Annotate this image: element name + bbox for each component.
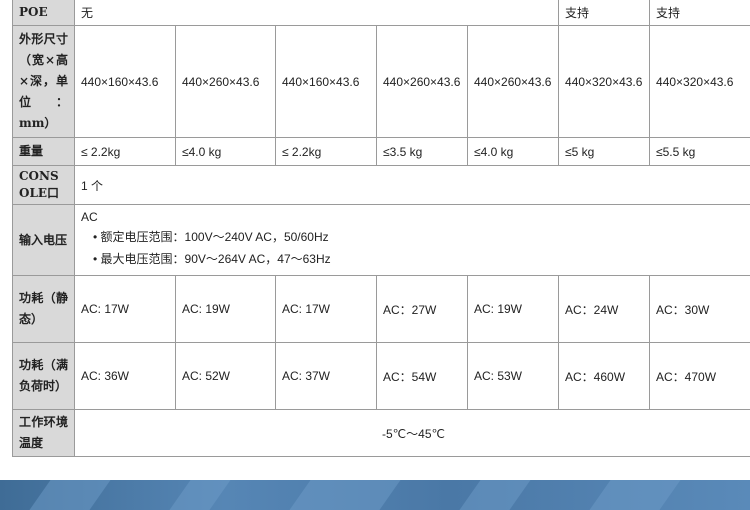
row-label: 功耗（满负荷时）: [12, 342, 75, 410]
cell: AC：30W: [649, 275, 750, 343]
list-item: 最大电压范围：90V～264V AC，47～63Hz: [93, 248, 746, 270]
cell: 1 个: [73, 165, 750, 205]
cell: 440×260×43.6: [175, 25, 276, 138]
cell: 440×320×43.6: [558, 25, 651, 138]
row-label: 输入电压: [12, 204, 75, 276]
voltage-list: 额定电压范围：100V～240V AC，50/60Hz 最大电压范围：90V～2…: [81, 226, 746, 270]
row-label: 重量: [12, 137, 75, 166]
row-input: 输入电压 AC 额定电压范围：100V～240V AC，50/60Hz 最大电压…: [12, 204, 750, 276]
row-label: CONSOLE口: [12, 165, 75, 205]
row-full-power: 功耗（满负荷时） AC: 36W AC: 52W AC: 37W AC：54W …: [12, 342, 750, 410]
cell: AC：27W: [376, 275, 468, 343]
cell: AC: 19W: [466, 275, 560, 343]
cell: AC：470W: [649, 342, 750, 410]
row-weight: 重量 ≤ 2.2kg ≤4.0 kg ≤ 2.2kg ≤3.5 kg ≤4.0 …: [12, 137, 750, 166]
cell: AC: 17W: [74, 275, 176, 343]
cell: AC：54W: [376, 342, 468, 410]
row-label: 功耗（静态）: [12, 275, 75, 343]
cell: ≤ 2.2kg: [275, 137, 377, 166]
list-item: 额定电压范围：100V～240V AC，50/60Hz: [93, 226, 746, 248]
cell: 支持: [558, 0, 651, 26]
row-console: CONSOLE口 1 个: [12, 165, 750, 205]
cell: ≤5 kg: [558, 137, 651, 166]
row-label: 工作环境温度: [12, 409, 75, 457]
row-temperature: 工作环境温度 -5℃～45℃: [12, 409, 750, 457]
cell: ≤4.0 kg: [466, 137, 560, 166]
footer-banner: [0, 480, 750, 510]
cell: AC: 53W: [466, 342, 560, 410]
cell: AC: 36W: [74, 342, 176, 410]
cell: 440×260×43.6: [376, 25, 468, 138]
row-label: POE: [12, 0, 75, 26]
cell: -5℃～45℃: [73, 409, 750, 457]
cell: ≤ 2.2kg: [74, 137, 176, 166]
cell: 440×160×43.6: [74, 25, 176, 138]
cell: AC: 37W: [275, 342, 377, 410]
row-label: 外形尺寸（宽×高×深，单位：mm）: [12, 25, 75, 138]
cell: AC：24W: [558, 275, 651, 343]
input-type: AC: [81, 210, 98, 224]
cell: 440×260×43.6: [466, 25, 560, 138]
cell: 440×160×43.6: [275, 25, 377, 138]
spec-table: POE 无 支持 支持 外形尺寸（宽×高×深，单位：mm） 440×160×43…: [12, 0, 750, 457]
cell: AC: 19W: [175, 275, 276, 343]
cell: 无: [73, 0, 560, 26]
cell: 支持: [649, 0, 750, 26]
cell: ≤4.0 kg: [175, 137, 276, 166]
cell: AC: 52W: [175, 342, 276, 410]
cell: AC 额定电压范围：100V～240V AC，50/60Hz 最大电压范围：90…: [73, 204, 750, 276]
cell: 440×320×43.6: [649, 25, 750, 138]
cell: ≤3.5 kg: [376, 137, 468, 166]
row-static-power: 功耗（静态） AC: 17W AC: 19W AC: 17W AC：27W AC…: [12, 275, 750, 343]
cell: AC：460W: [558, 342, 651, 410]
cell: AC: 17W: [275, 275, 377, 343]
row-dims: 外形尺寸（宽×高×深，单位：mm） 440×160×43.6 440×260×4…: [12, 25, 750, 138]
cell: ≤5.5 kg: [649, 137, 750, 166]
row-poe: POE 无 支持 支持: [12, 0, 750, 26]
